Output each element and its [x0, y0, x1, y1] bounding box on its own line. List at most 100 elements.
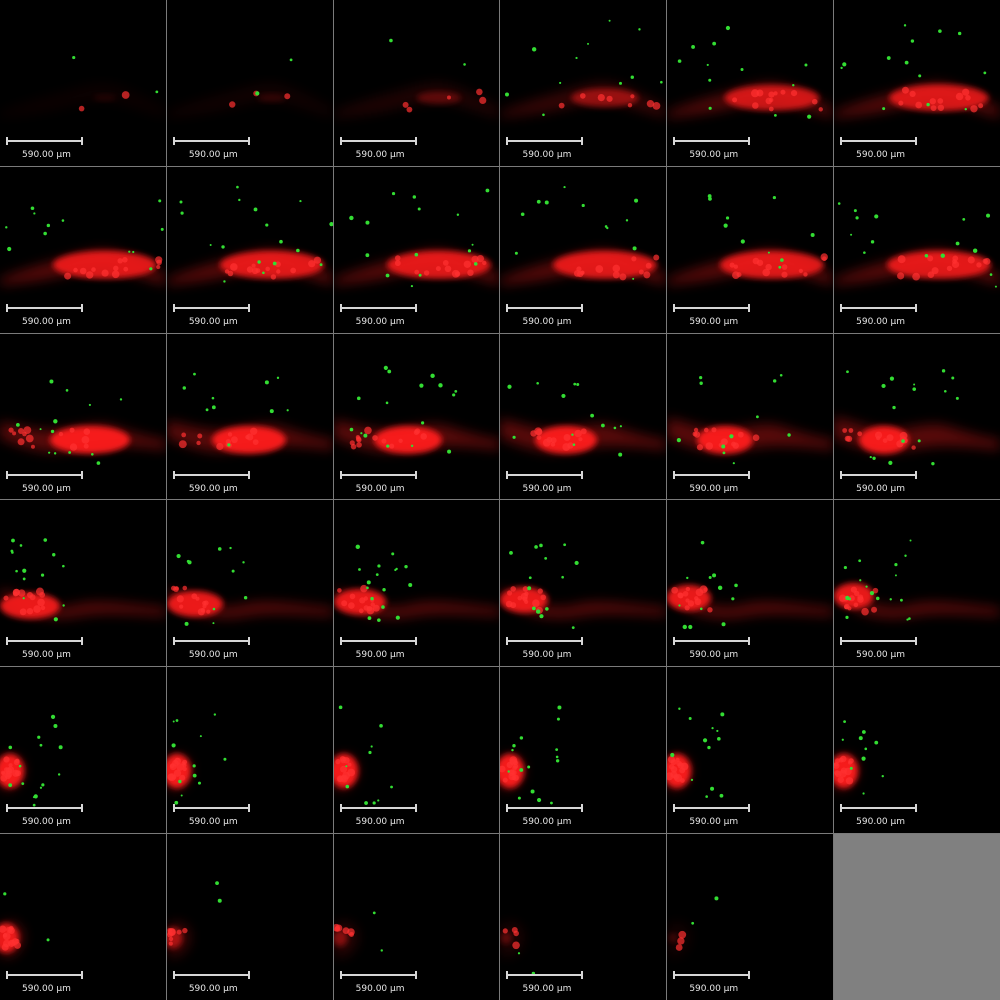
scale-bar [673, 303, 751, 312]
scale-bar-label: 590.00 µm [856, 650, 906, 661]
scale-bar-label: 590.00 µm [188, 984, 238, 995]
scale-bar [506, 303, 584, 312]
scale-bar-label: 590.00 µm [355, 316, 405, 327]
confocal-slice-image [0, 199, 166, 285]
confocal-slice-image [166, 713, 227, 805]
confocal-slice-image [500, 185, 667, 285]
scale-bar [673, 470, 751, 479]
slice-tile: 590.00 µm [500, 667, 667, 834]
slice-tile: 590.00 µm [667, 500, 834, 667]
scale-bar-label: 590.00 µm [355, 817, 405, 828]
confocal-slice-image [667, 25, 834, 119]
scale-bar [172, 637, 250, 646]
confocal-slice-image [667, 373, 834, 464]
scale-bar-label: 590.00 µm [522, 316, 572, 327]
slice-tile: 590.00 µm [333, 667, 500, 834]
scale-bar-label: 590.00 µm [689, 984, 739, 995]
slice-tile: 590.00 µm [834, 333, 1000, 500]
scale-bar-label: 590.00 µm [856, 817, 906, 828]
slice-tile: 590.00 µm [500, 333, 667, 500]
scale-bar [172, 804, 250, 813]
scale-bar [339, 303, 417, 312]
confocal-slice-image [333, 545, 500, 623]
tissue-core [0, 593, 60, 620]
scale-bar-label: 590.00 µm [188, 316, 238, 327]
confocal-slice-image [834, 202, 1000, 288]
confocal-slice-image [166, 547, 333, 627]
slice-tile: 590.00 µm [166, 0, 333, 166]
confocal-slice-image [0, 715, 63, 807]
slice-tile: 590.00 µm [333, 333, 500, 500]
confocal-slice-image [834, 539, 1000, 622]
tissue-core [571, 88, 639, 108]
tissue-core [52, 250, 157, 279]
scale-bar [673, 637, 751, 646]
scale-bar [339, 137, 417, 145]
scale-bar [673, 971, 751, 980]
scale-bar [506, 971, 584, 980]
slice-tile: 590.00 µm [0, 500, 166, 667]
slice-tile: 590.00 µm [0, 0, 166, 166]
tissue-core [219, 250, 324, 279]
scale-bar [840, 470, 918, 479]
scale-bar-label: 590.00 µm [188, 150, 238, 160]
confocal-slice-image [0, 538, 166, 622]
confocal-slice-image [667, 541, 834, 630]
scale-bar-label: 590.00 µm [22, 984, 71, 995]
slice-tile: 590.00 µm [0, 166, 166, 333]
confocal-slice-image [0, 379, 166, 465]
scale-bar-label: 590.00 µm [522, 483, 572, 494]
scale-bar [840, 637, 918, 646]
confocal-slice-image [166, 372, 333, 454]
scale-bar-label: 590.00 µm [188, 650, 238, 661]
slice-tile: 590.00 µm [0, 333, 166, 500]
scale-bar [506, 470, 584, 479]
scale-bar [339, 470, 417, 479]
slice-tile: 590.00 µm [166, 667, 333, 834]
scale-bar [339, 971, 417, 980]
scale-bar-label: 590.00 µm [856, 150, 906, 160]
tissue-core [93, 94, 117, 102]
confocal-slice-image [667, 896, 719, 957]
slice-tile: 590.00 µm [834, 667, 1000, 834]
tissue-halo [333, 83, 500, 118]
slice-tile: 590.00 µm [166, 333, 333, 500]
scale-bar-label: 590.00 µm [355, 150, 405, 160]
tissue-core [668, 933, 678, 943]
scale-bar [6, 303, 83, 312]
scale-bar [840, 804, 918, 813]
scale-bar-label: 590.00 µm [689, 817, 739, 828]
slice-tile: 590.00 µm [166, 166, 333, 333]
scale-bar-label: 590.00 µm [689, 150, 739, 160]
confocal-slice-image [500, 922, 536, 976]
scale-bar [506, 804, 584, 813]
confocal-slice-image [500, 543, 667, 630]
scale-bar-label: 590.00 µm [355, 483, 405, 494]
scale-bar-label: 590.00 µm [689, 650, 739, 661]
scale-bar-label: 590.00 µm [188, 817, 238, 828]
scale-bar [339, 637, 417, 646]
scale-bar [172, 470, 250, 479]
scale-bar [172, 971, 250, 980]
slice-tile: 590.00 µm [667, 667, 834, 834]
tissue-core [49, 425, 130, 454]
scale-bar [6, 804, 83, 813]
scale-bar [840, 303, 918, 312]
scale-bar-label: 590.00 µm [522, 150, 572, 160]
slice-tile: 590.00 µm [333, 0, 500, 166]
scale-bar-label: 590.00 µm [689, 483, 739, 494]
tissue-halo [166, 83, 333, 118]
confocal-slice-image [333, 188, 500, 288]
confocal-slice-image [834, 368, 1000, 466]
scale-bar-label: 590.00 µm [22, 650, 71, 661]
confocal-slice-image [834, 720, 885, 795]
scale-bar-label: 590.00 µm [22, 483, 71, 494]
slice-tile: 590.00 µm [667, 0, 834, 166]
scale-bar [172, 303, 250, 312]
scale-bar [673, 804, 751, 813]
tissue-core [257, 93, 286, 103]
scale-bar-label: 590.00 µm [856, 483, 906, 494]
slice-tile: 590.00 µm [834, 166, 1000, 333]
scale-bar [506, 137, 584, 145]
slice-tile: 590.00 µm [0, 834, 166, 1000]
